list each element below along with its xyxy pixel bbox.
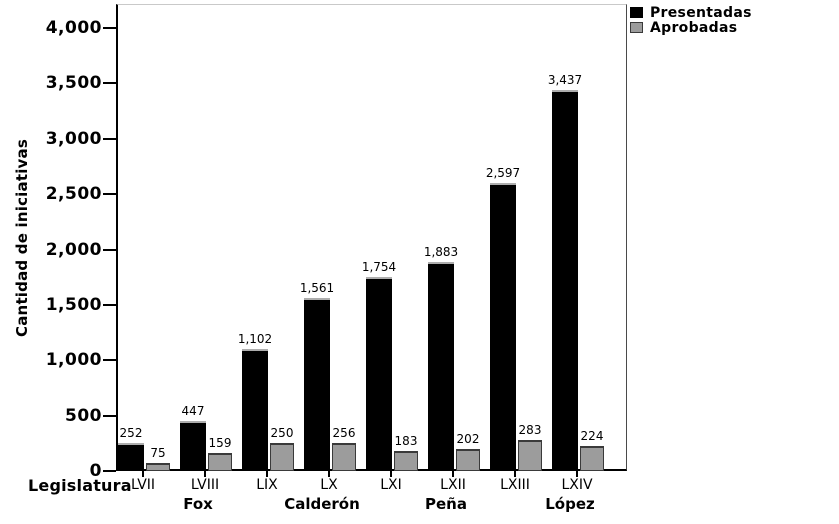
- x-tick-mark-LXII: [452, 471, 454, 477]
- bar-presentadas-LXIV: [552, 90, 578, 471]
- bar-presentadas-LVIII: [180, 421, 206, 471]
- value-label-presentadas-LXIII: 2,597: [485, 166, 521, 180]
- y-tick-label-0: 0: [89, 461, 102, 481]
- bar-presentadas-LXIII: [490, 183, 516, 471]
- legend-label-aprobadas: Aprobadas: [650, 19, 738, 36]
- value-label-aprobadas-LIX: 250: [270, 426, 294, 440]
- value-label-presentadas-LIX: 1,102: [237, 332, 273, 346]
- value-label-aprobadas-LVIII: 159: [208, 436, 232, 450]
- y-tick-label-1500: 1,500: [45, 294, 102, 315]
- x-tick-label-LIX: LIX: [256, 477, 278, 493]
- x-tick-mark-LIX: [266, 471, 268, 477]
- y-tick-mark-3500: [103, 82, 116, 85]
- y-tick-mark-3000: [103, 137, 116, 140]
- y-tick-label-3000: 3,000: [45, 128, 102, 149]
- x-tick-label-LXII: LXII: [440, 477, 466, 493]
- legend-label-presentadas: Presentadas: [650, 4, 752, 21]
- y-tick-mark-500: [103, 414, 116, 417]
- x-axis-title: Legislatura: [28, 476, 132, 495]
- x-tick-mark-LXIV: [576, 471, 578, 477]
- value-label-aprobadas-LVII: 75: [150, 446, 166, 460]
- group-label-fox: Fox: [183, 495, 213, 513]
- y-tick-mark-0: [103, 470, 116, 472]
- value-label-aprobadas-LXII: 202: [456, 432, 480, 446]
- legend-item-presentadas: Presentadas: [630, 4, 752, 21]
- y-tick-mark-1500: [103, 303, 116, 306]
- value-label-aprobadas-LX: 256: [332, 426, 356, 440]
- x-tick-mark-LXI: [390, 471, 392, 477]
- y-tick-label-4000: 4,000: [45, 18, 102, 38]
- bar-aprobadas-LXIII: [518, 440, 542, 471]
- value-label-aprobadas-LXI: 183: [394, 434, 418, 448]
- y-tick-mark-1000: [103, 359, 116, 362]
- x-tick-label-LXI: LXI: [380, 477, 402, 493]
- bar-presentadas-LIX: [242, 349, 268, 471]
- x-tick-label-LXIII: LXIII: [500, 477, 530, 493]
- bar-aprobadas-LVIII: [208, 453, 232, 471]
- x-tick-label-LVII: LVII: [130, 477, 156, 493]
- y-tick-mark-4000: [103, 27, 116, 29]
- legend-swatch-presentadas-icon: [630, 7, 643, 18]
- value-label-presentadas-LXIV: 3,437: [547, 73, 583, 87]
- bar-aprobadas-LXII: [456, 449, 480, 471]
- x-tick-mark-LVIII: [204, 471, 206, 477]
- bar-presentadas-LX: [304, 298, 330, 471]
- y-tick-label-2000: 2,000: [45, 239, 102, 260]
- bar-presentadas-LXI: [366, 277, 392, 471]
- x-tick-label-LX: LX: [320, 477, 338, 493]
- bar-aprobadas-LXIV: [580, 446, 604, 471]
- x-tick-mark-LVII: [142, 471, 144, 477]
- value-label-presentadas-LVII: 252: [119, 426, 143, 440]
- y-tick-mark-2000: [103, 248, 116, 251]
- legend-item-aprobadas: Aprobadas: [630, 19, 752, 36]
- y-tick-label-500: 500: [65, 405, 102, 426]
- value-label-presentadas-LXII: 1,883: [423, 245, 459, 259]
- bar-presentadas-LXII: [428, 262, 454, 471]
- x-tick-label-LVIII: LVIII: [190, 477, 220, 493]
- bar-aprobadas-LIX: [270, 443, 294, 471]
- y-tick-label-2500: 2,500: [45, 184, 102, 205]
- value-label-presentadas-LXI: 1,754: [361, 260, 397, 274]
- legend: Presentadas Aprobadas: [630, 4, 752, 36]
- bar-aprobadas-LXI: [394, 451, 418, 471]
- x-tick-mark-LXIII: [514, 471, 516, 477]
- y-tick-label-3500: 3,500: [45, 73, 102, 94]
- bar-aprobadas-LVII: [146, 463, 170, 471]
- value-label-presentadas-LVIII: 447: [181, 404, 205, 418]
- y-tick-mark-2500: [103, 193, 116, 196]
- x-tick-label-LXIV: LXIV: [561, 477, 593, 493]
- legend-swatch-aprobadas-icon: [630, 22, 643, 33]
- bar-presentadas-LVII: [118, 443, 144, 471]
- x-tick-mark-LX: [328, 471, 330, 477]
- group-label-calderón: Calderón: [284, 495, 360, 513]
- bar-aprobadas-LX: [332, 443, 356, 471]
- value-label-aprobadas-LXIII: 283: [518, 423, 542, 437]
- group-label-peña: Peña: [425, 495, 467, 513]
- value-label-aprobadas-LXIV: 224: [580, 429, 604, 443]
- group-label-lópez: López: [545, 495, 595, 513]
- value-label-presentadas-LX: 1,561: [299, 281, 335, 295]
- y-tick-label-1000: 1,000: [45, 350, 102, 371]
